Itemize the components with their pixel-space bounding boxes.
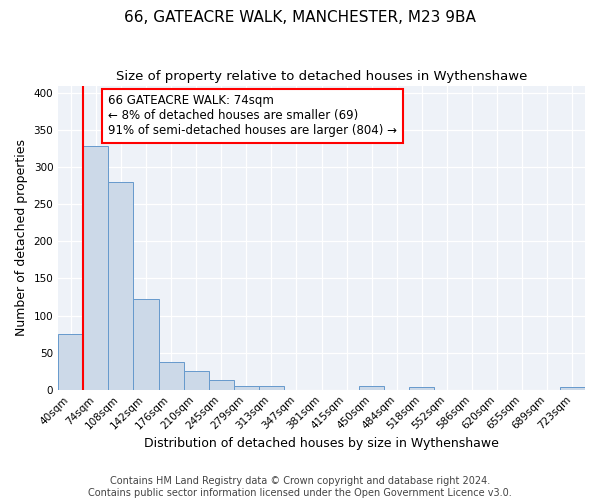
Text: 66 GATEACRE WALK: 74sqm
← 8% of detached houses are smaller (69)
91% of semi-det: 66 GATEACRE WALK: 74sqm ← 8% of detached…: [109, 94, 397, 138]
Bar: [158, 362, 184, 390]
Bar: [359, 386, 385, 390]
Bar: [184, 371, 209, 390]
Text: Contains HM Land Registry data © Crown copyright and database right 2024.
Contai: Contains HM Land Registry data © Crown c…: [88, 476, 512, 498]
X-axis label: Distribution of detached houses by size in Wythenshawe: Distribution of detached houses by size …: [144, 437, 499, 450]
Y-axis label: Number of detached properties: Number of detached properties: [15, 139, 28, 336]
Bar: [409, 388, 434, 390]
Text: 66, GATEACRE WALK, MANCHESTER, M23 9BA: 66, GATEACRE WALK, MANCHESTER, M23 9BA: [124, 10, 476, 25]
Bar: [259, 386, 284, 390]
Bar: [109, 182, 133, 390]
Bar: [209, 380, 234, 390]
Bar: [83, 146, 109, 390]
Bar: [560, 388, 585, 390]
Title: Size of property relative to detached houses in Wythenshawe: Size of property relative to detached ho…: [116, 70, 527, 83]
Bar: [234, 386, 259, 390]
Bar: [133, 299, 158, 390]
Bar: [58, 334, 83, 390]
